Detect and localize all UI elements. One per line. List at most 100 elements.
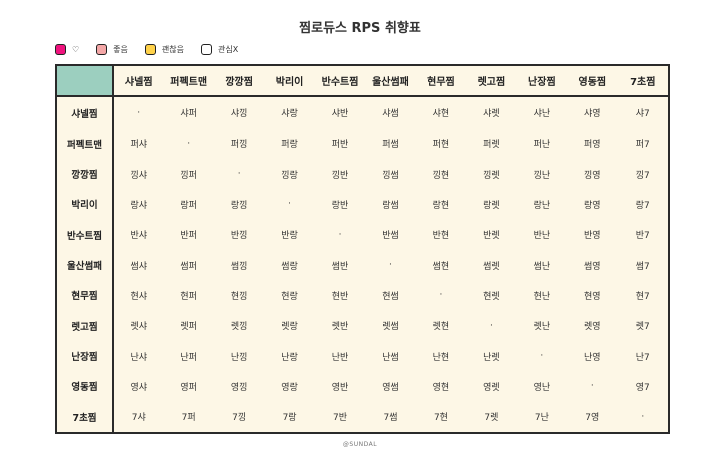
pair-cell[interactable]: 현영	[584, 291, 601, 302]
pair-cell[interactable]: 렛퍼	[180, 322, 197, 333]
pair-cell[interactable]: 렛난	[533, 322, 551, 333]
pair-cell[interactable]: 현샤	[130, 291, 147, 302]
pair-cell[interactable]: 퍼난	[533, 140, 551, 151]
pair-cell[interactable]: 썸샤	[130, 261, 147, 272]
pair-cell[interactable]: 퍼현	[432, 140, 450, 151]
pair-cell[interactable]: 난7	[635, 352, 650, 363]
pair-cell[interactable]: 낑퍼	[180, 170, 197, 181]
pair-cell[interactable]: 낑샤	[130, 170, 147, 181]
legend-swatch-no-interest[interactable]	[201, 43, 212, 55]
pair-cell[interactable]: 영퍼	[180, 382, 197, 393]
pair-cell[interactable]: 7난	[534, 413, 549, 424]
pair-cell[interactable]: 낑썸	[382, 170, 399, 181]
pair-cell[interactable]: 난현	[432, 352, 450, 363]
pair-cell[interactable]: 샤퍼	[180, 109, 197, 120]
pair-cell[interactable]: 반퍼	[180, 231, 197, 242]
pair-cell[interactable]: 7퍼	[181, 413, 196, 424]
pair-cell[interactable]: ·	[439, 290, 443, 301]
pair-cell[interactable]: ·	[540, 351, 544, 362]
pair-cell[interactable]: 반썸	[382, 231, 399, 242]
pair-cell[interactable]: 영7	[635, 382, 650, 393]
pair-cell[interactable]: 샤낑	[230, 109, 248, 120]
pair-cell[interactable]: 영반	[331, 382, 349, 393]
pair-cell[interactable]: 현랑	[281, 291, 298, 302]
pair-cell[interactable]: 렛썸	[382, 322, 399, 333]
pair-cell[interactable]: 낑반	[331, 170, 349, 181]
pair-cell[interactable]: 랑퍼	[180, 200, 197, 211]
pair-cell[interactable]: 반난	[533, 231, 551, 242]
pair-cell[interactable]: ·	[237, 169, 241, 180]
pair-cell[interactable]: 샤영	[584, 109, 601, 120]
pair-cell[interactable]: 랑낑	[230, 200, 248, 211]
pair-cell[interactable]: 영썸	[382, 382, 399, 393]
pair-cell[interactable]: 썸현	[432, 261, 450, 272]
pair-cell[interactable]: 랑7	[635, 200, 650, 211]
pair-cell[interactable]: ·	[389, 260, 392, 271]
pair-cell[interactable]: 퍼랑	[281, 140, 298, 151]
pair-cell[interactable]: 7낑	[232, 413, 247, 424]
pair-cell[interactable]: 난영	[584, 352, 601, 363]
pair-cell[interactable]: 랑영	[584, 200, 601, 211]
pair-cell[interactable]: 퍼낑	[230, 140, 248, 151]
pair-cell[interactable]: 랑렛	[483, 200, 500, 211]
pair-cell[interactable]: 샤썸	[382, 109, 399, 120]
pair-cell[interactable]: 난낑	[230, 352, 248, 363]
pair-cell[interactable]: 렛반	[331, 322, 349, 333]
pair-cell[interactable]: 낑랑	[281, 170, 298, 181]
pair-cell[interactable]: 샤렛	[483, 109, 500, 120]
pair-cell[interactable]: 영현	[432, 382, 450, 393]
pair-cell[interactable]: 낑난	[533, 170, 551, 181]
legend-swatch-okay[interactable]	[144, 43, 156, 55]
pair-cell[interactable]: 썸랑	[281, 261, 298, 272]
pair-cell[interactable]: 썸반	[331, 261, 349, 272]
pair-cell[interactable]: 퍼7	[635, 140, 650, 151]
pair-cell[interactable]: 현렛	[483, 291, 500, 302]
pair-cell[interactable]: 낑렛	[483, 170, 500, 181]
pair-cell[interactable]: 난썸	[382, 352, 399, 363]
pair-cell[interactable]: ·	[489, 320, 493, 331]
pair-cell[interactable]: 영렛	[483, 382, 500, 393]
pair-cell[interactable]: 난샤	[130, 352, 147, 363]
pair-cell[interactable]: ·	[187, 138, 191, 149]
pair-cell[interactable]: 7반	[333, 413, 348, 424]
pair-cell[interactable]: 영낑	[230, 382, 248, 393]
pair-cell[interactable]: ·	[137, 107, 141, 118]
pair-cell[interactable]: 랑썸	[382, 200, 399, 211]
pair-cell[interactable]: 7렛	[484, 413, 499, 424]
pair-cell[interactable]: 렛샤	[130, 322, 147, 333]
legend-swatch-like[interactable]	[96, 43, 108, 55]
pair-cell[interactable]: 반샤	[130, 231, 147, 242]
pair-cell[interactable]: 현난	[533, 291, 551, 302]
pair-cell[interactable]: 샤랑	[281, 109, 298, 120]
pair-cell[interactable]: 낑현	[432, 170, 450, 181]
pair-cell[interactable]: 낑영	[584, 170, 601, 181]
pair-cell[interactable]: ·	[288, 199, 292, 210]
pair-cell[interactable]: 반낑	[230, 231, 248, 242]
pair-cell[interactable]: 샤난	[533, 109, 551, 120]
pair-cell[interactable]: 낑7	[635, 170, 650, 181]
pair-cell[interactable]: 샤7	[635, 109, 650, 120]
legend-swatch-heart[interactable]	[55, 43, 66, 55]
pair-cell[interactable]: 현7	[635, 291, 650, 302]
pair-cell[interactable]: 랑난	[533, 200, 551, 211]
pair-cell[interactable]: 7랑	[282, 413, 297, 424]
pair-cell[interactable]: 썸렛	[483, 261, 500, 272]
pair-cell[interactable]: 반현	[432, 231, 450, 242]
pair-cell[interactable]: 썸난	[533, 261, 551, 272]
pair-cell[interactable]: 영샤	[130, 382, 147, 393]
pair-cell[interactable]: 현썸	[382, 291, 399, 302]
pair-cell[interactable]: ·	[338, 229, 342, 240]
pair-cell[interactable]: ·	[641, 411, 645, 422]
pair-cell[interactable]: 썸낑	[230, 261, 248, 272]
pair-cell[interactable]: 샤반	[331, 109, 349, 120]
pair-cell[interactable]: 퍼썸	[382, 140, 399, 151]
pair-cell[interactable]: 렛랑	[281, 322, 298, 333]
pair-cell[interactable]: 렛현	[432, 322, 450, 333]
pair-cell[interactable]: 반렛	[483, 231, 500, 242]
pair-cell[interactable]: 랑현	[432, 200, 450, 211]
pair-cell[interactable]: 영난	[533, 382, 551, 393]
pair-cell[interactable]: 7썸	[383, 413, 398, 424]
pair-cell[interactable]: 렛영	[584, 322, 601, 333]
pair-cell[interactable]: 렛낑	[230, 322, 248, 333]
pair-cell[interactable]: 반7	[635, 231, 650, 242]
